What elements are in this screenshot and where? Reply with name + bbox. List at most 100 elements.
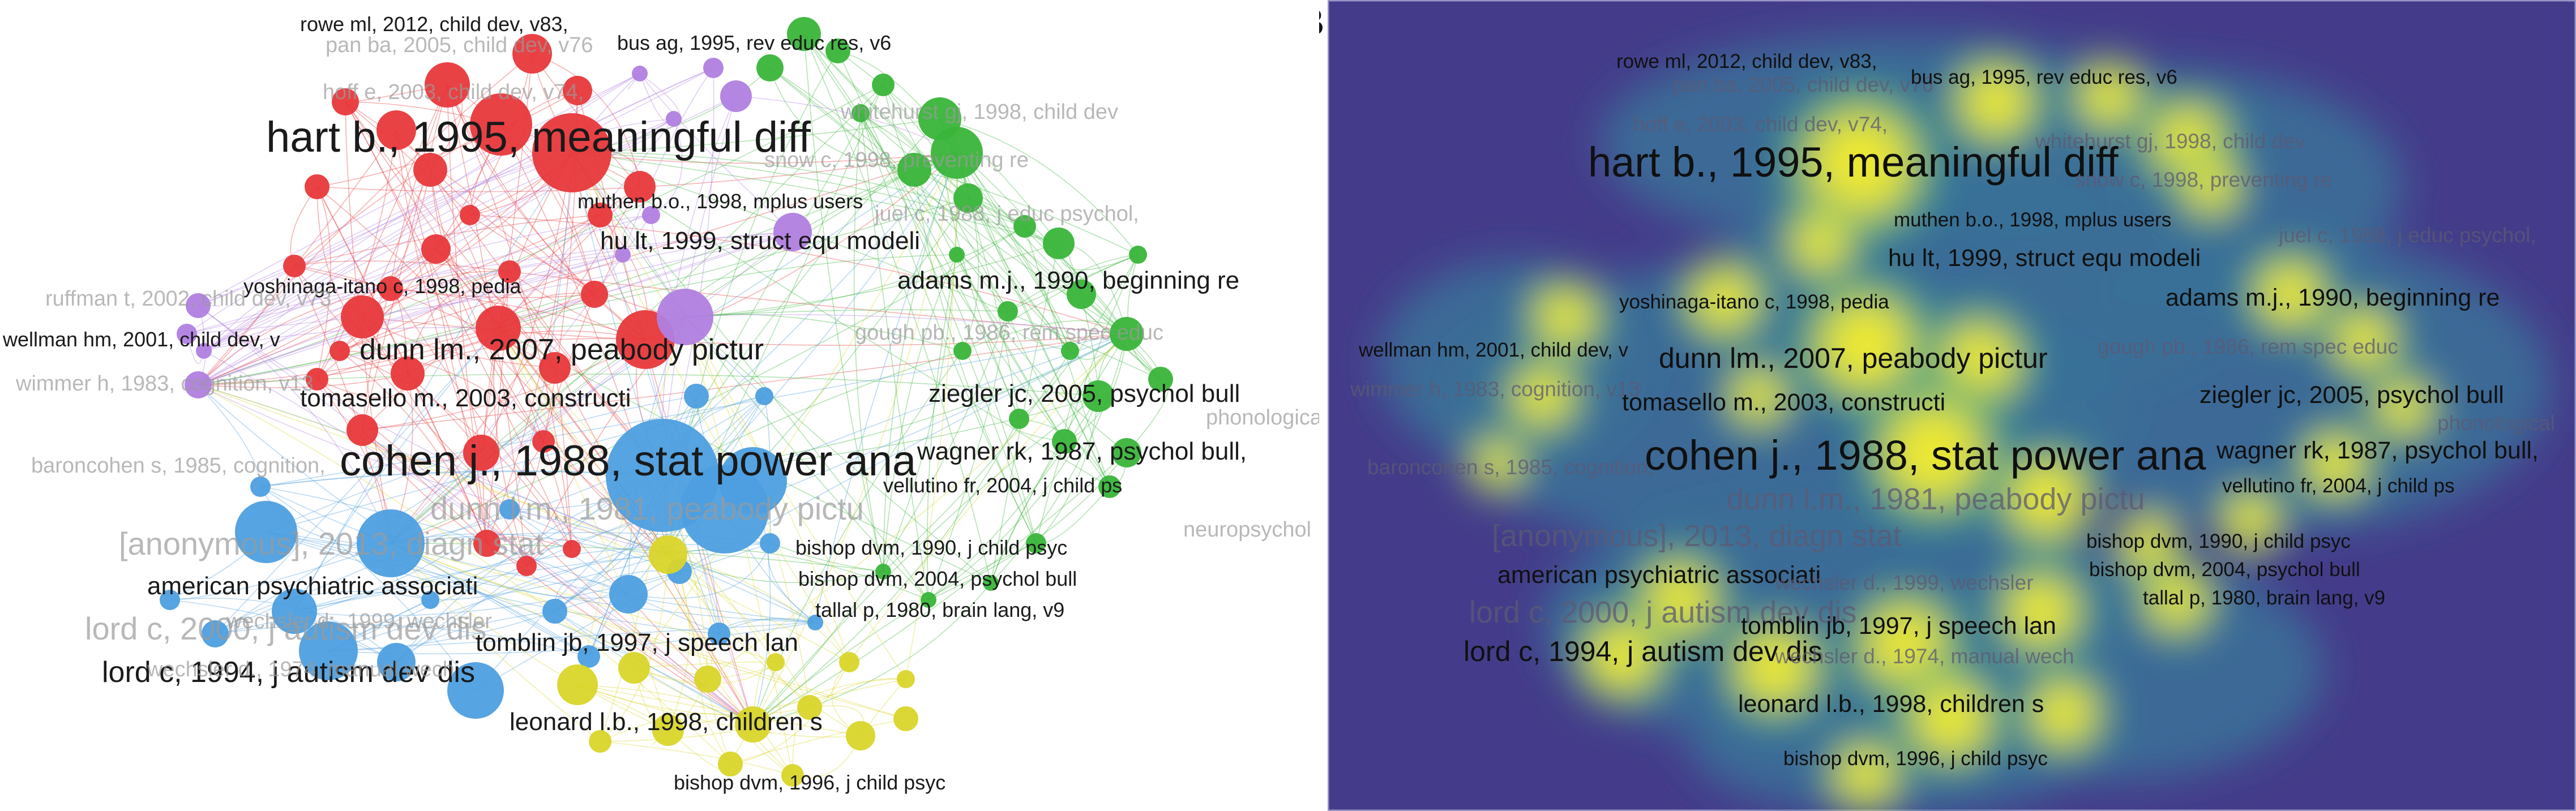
density-label-wechsler1999[interactable]: wechsler d., 1999, wechsler xyxy=(1774,571,2034,594)
network-node-blue[interactable] xyxy=(499,499,520,520)
network-node-yellow[interactable] xyxy=(893,706,918,731)
network-node-blue[interactable] xyxy=(719,447,787,515)
density-label-whitehurst[interactable]: whitehurst gj, 1998, child dev xyxy=(2035,130,2306,153)
network-node-green[interactable] xyxy=(1013,215,1036,238)
network-node-yellow[interactable] xyxy=(781,764,804,787)
network-node-red[interactable] xyxy=(624,171,656,203)
network-node-green[interactable] xyxy=(1061,342,1079,360)
network-node-red[interactable] xyxy=(425,62,470,108)
network-node-blue[interactable] xyxy=(755,387,773,405)
density-label-hart[interactable]: hart b., 1995, meaningful diff xyxy=(1588,139,2119,186)
network-node-blue[interactable] xyxy=(807,615,823,630)
network-label-pan[interactable]: pan ba, 2005, child dev, v76 xyxy=(326,33,593,57)
network-node-red[interactable] xyxy=(463,435,499,471)
network-node-green[interactable] xyxy=(1112,438,1141,467)
network-node-green[interactable] xyxy=(1067,280,1096,309)
network-label-gough[interactable]: gough pb., 1986, rem spec educ xyxy=(855,321,1163,345)
network-node-red[interactable] xyxy=(563,540,581,558)
network-node-red[interactable] xyxy=(332,88,359,115)
network-node-yellow[interactable] xyxy=(797,695,822,720)
density-label-lord2000[interactable]: lord c, 2000, j autism dev dis xyxy=(1469,595,1856,629)
network-label-lord2000[interactable]: lord c, 2000, j autism dev dis xyxy=(85,611,487,646)
network-label-baroncohen[interactable]: baroncohen s, 1985, cognition, xyxy=(31,454,326,478)
density-label-wellman[interactable]: wellman hm, 2001, child dev, v xyxy=(1358,339,1628,361)
network-node-red[interactable] xyxy=(376,110,416,150)
network-node-purple[interactable] xyxy=(703,58,724,78)
network-node-green[interactable] xyxy=(787,17,821,51)
density-label-snow[interactable]: snow c, 1998, preventing re xyxy=(2075,168,2333,191)
network-node-red[interactable] xyxy=(305,174,330,199)
network-node-yellow[interactable] xyxy=(839,652,859,672)
network-label-wellman[interactable]: wellman hm, 2001, child dev, v xyxy=(2,328,280,351)
density-label-wimmer[interactable]: wimmer h, 1983, cognition, v13 xyxy=(1350,377,1640,401)
network-node-red[interactable] xyxy=(413,153,447,187)
network-node-yellow[interactable] xyxy=(735,706,771,743)
network-node-red[interactable] xyxy=(283,255,306,277)
network-node-purple[interactable] xyxy=(657,289,713,345)
network-node-green[interactable] xyxy=(1148,367,1173,392)
network-label-hu[interactable]: hu lt, 1999, struct equ modeli xyxy=(600,227,920,255)
density-label-rowe[interactable]: rowe ml, 2012, child dev, v83, xyxy=(1616,50,1877,72)
network-node-purple[interactable] xyxy=(632,66,648,81)
network-node-green[interactable] xyxy=(949,247,965,263)
network-label-dunn2007[interactable]: dunn lm., 2007, peabody pictur xyxy=(360,333,764,366)
network-label-bishop1990[interactable]: bishop dvm, 1990, j child psyc xyxy=(795,536,1067,559)
density-label-pan[interactable]: pan ba, 2005, child dev, v76 xyxy=(1673,73,1933,96)
network-node-red[interactable] xyxy=(473,530,500,557)
density-label-american[interactable]: american psychiatric associati xyxy=(1497,561,1821,589)
network-node-blue[interactable] xyxy=(577,645,600,668)
network-node-blue[interactable] xyxy=(760,533,780,553)
network-node-green[interactable] xyxy=(1082,380,1114,412)
network-label-anonymous[interactable]: [anonymous], 2013, diagn stat xyxy=(119,526,544,561)
density-label-leonard[interactable]: leonard l.b., 1998, children s xyxy=(1738,690,2044,718)
network-node-blue[interactable] xyxy=(250,477,271,497)
network-label-tomblin[interactable]: tomblin jb, 1997, j speech lan xyxy=(476,629,798,656)
network-node-green[interactable] xyxy=(1098,475,1121,498)
network-node-red[interactable] xyxy=(341,295,384,338)
network-node-red[interactable] xyxy=(581,281,608,308)
network-label-snow[interactable]: snow c, 1998, preventing re xyxy=(764,148,1029,172)
network-node-red[interactable] xyxy=(391,357,425,391)
network-label-juel[interactable]: juel c, 1988, j educ psychol, xyxy=(874,202,1139,226)
network-node-green[interactable] xyxy=(953,183,983,213)
network-label-ruffman[interactable]: ruffman t, 2002, child dev, v73 xyxy=(45,287,332,311)
density-label-bus[interactable]: bus ag, 1995, rev educ res, v6 xyxy=(1911,66,2177,88)
network-node-purple[interactable] xyxy=(642,206,660,224)
network-label-rowe[interactable]: rowe ml, 2012, child dev, v83, xyxy=(300,12,568,36)
network-label-neuropsychol[interactable]: neuropsychol xyxy=(1183,518,1311,542)
network-node-green[interactable] xyxy=(872,74,895,96)
density-label-bishop1996[interactable]: bishop dvm, 1996, j child psyc xyxy=(1783,748,2048,770)
network-node-green[interactable] xyxy=(1009,409,1029,429)
network-node-red[interactable] xyxy=(588,203,613,228)
network-node-red[interactable] xyxy=(476,306,521,351)
network-node-yellow[interactable] xyxy=(767,653,785,671)
network-label-tallal[interactable]: tallal p, 1980, brain lang, v9 xyxy=(815,598,1064,621)
network-label-muthen[interactable]: muthen b.o., 1998, mplus users xyxy=(577,190,863,213)
density-label-tallal[interactable]: tallal p, 1980, brain lang, v9 xyxy=(2143,587,2385,609)
density-label-gough[interactable]: gough pb., 1986, rem spec educ xyxy=(2098,335,2398,358)
density-label-juel[interactable]: juel c, 1988, j educ psychol, xyxy=(2278,224,2536,247)
network-node-purple[interactable] xyxy=(773,213,812,251)
network-label-ziegler[interactable]: ziegler jc, 2005, psychol bull xyxy=(928,380,1240,407)
density-label-hu[interactable]: hu lt, 1999, struct equ modeli xyxy=(1888,244,2201,272)
network-node-red[interactable] xyxy=(330,341,350,361)
network-node-purple[interactable] xyxy=(720,80,752,112)
network-label-phono[interactable]: phonological xyxy=(1206,406,1319,430)
density-label-muthen[interactable]: muthen b.o., 1998, mplus users xyxy=(1894,209,2171,231)
network-label-wechsler1974[interactable]: wechsler d., 1974, manual wech xyxy=(147,658,455,681)
network-node-blue[interactable] xyxy=(421,591,439,609)
network-node-purple[interactable] xyxy=(177,324,197,344)
network-node-blue[interactable] xyxy=(708,623,730,645)
network-node-purple[interactable] xyxy=(666,111,682,127)
network-node-blue[interactable] xyxy=(357,509,425,577)
network-label-wagner[interactable]: wagner rk, 1987, psychol bull, xyxy=(917,437,1247,465)
network-node-green[interactable] xyxy=(1043,228,1075,259)
network-node-green[interactable] xyxy=(921,592,936,608)
network-node-yellow[interactable] xyxy=(694,666,721,693)
network-label-lord1994[interactable]: lord c, 1994, j autism dev dis xyxy=(102,656,475,689)
network-label-wimmer[interactable]: wimmer h, 1983, cognition, v13 xyxy=(15,372,314,396)
density-label-dunn2007[interactable]: dunn lm., 2007, peabody pictur xyxy=(1659,342,2048,374)
network-node-purple[interactable] xyxy=(196,343,212,359)
network-node-red[interactable] xyxy=(346,414,378,446)
network-node-yellow[interactable] xyxy=(652,714,684,746)
